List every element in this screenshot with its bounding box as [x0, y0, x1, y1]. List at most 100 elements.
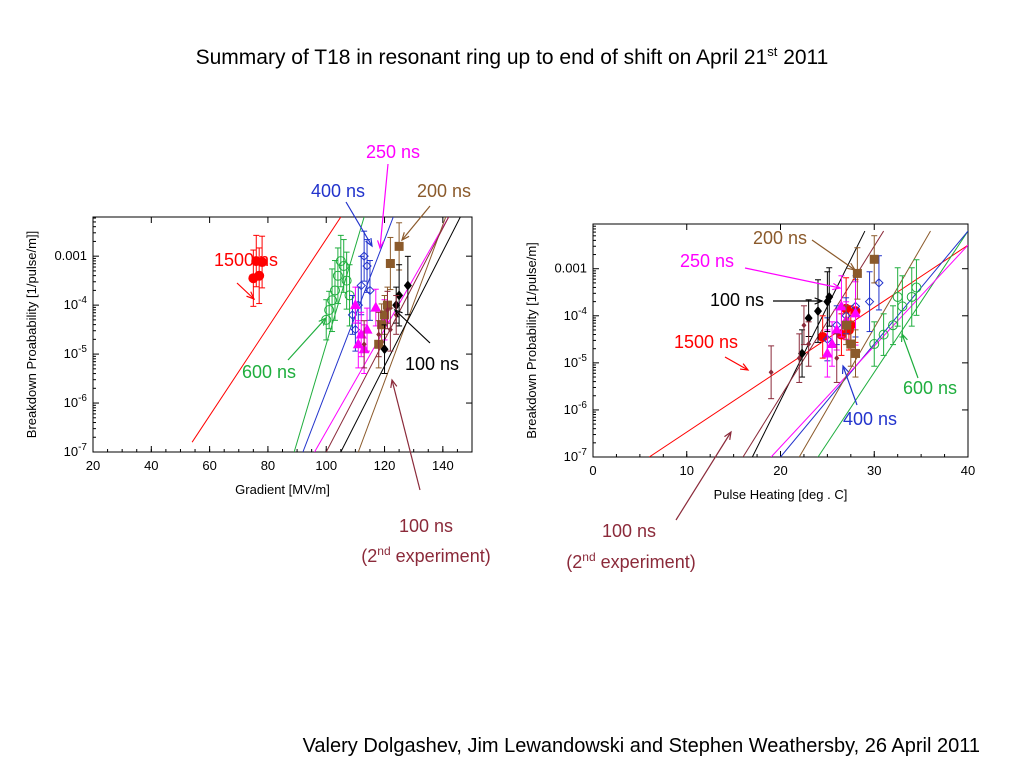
plot-frame: [92, 216, 473, 453]
annotation-arrow: [394, 309, 431, 344]
x-tick-label: 0: [589, 463, 596, 478]
data-point: [324, 305, 335, 316]
data-point: [365, 285, 375, 296]
data-point: [335, 256, 346, 267]
data-point: [801, 322, 807, 329]
fit-line: [742, 230, 885, 457]
y-axis-label: Breakdown Probability [1/pulse/m]: [524, 242, 539, 439]
annotation-arrowhead: [246, 291, 256, 301]
annotation-arrow: [901, 333, 919, 379]
data-point: [385, 259, 395, 269]
data-point: [327, 295, 338, 306]
data-point: [864, 296, 875, 307]
data-point: [851, 348, 860, 358]
plot-area: [191, 217, 461, 452]
data-point: [850, 307, 861, 318]
annotation-label: 250 ns: [680, 251, 734, 271]
annotation-arrowhead: [318, 316, 328, 326]
fit-line: [770, 244, 968, 457]
data-point: [869, 254, 879, 264]
annotation-arrow: [675, 431, 732, 521]
data-point: [257, 257, 268, 268]
fit-line: [293, 217, 365, 452]
x-tick-label: 20: [773, 463, 787, 478]
y-tick-label: 10-5: [64, 344, 88, 361]
annotation-arrow: [401, 205, 431, 241]
data-point: [332, 270, 343, 281]
fit-line: [191, 217, 342, 443]
data-point: [380, 310, 390, 320]
y-tick-label: 10-4: [564, 306, 588, 323]
data-point: [852, 268, 862, 278]
data-point: [821, 347, 833, 358]
fit-line: [798, 230, 931, 457]
data-point: [831, 323, 843, 334]
data-point: [814, 306, 822, 317]
annotation-label: 100 ns: [602, 521, 656, 541]
data-point: [869, 339, 880, 350]
annotation-label: 250 ns: [366, 142, 420, 162]
data-point: [361, 341, 367, 348]
data-point: [825, 291, 834, 302]
annotation-label: 1500 ns: [674, 332, 738, 352]
data-point: [834, 355, 840, 362]
annotation-arrowhead: [900, 332, 908, 343]
annotation-label: 600 ns: [242, 362, 296, 382]
y-tick-label: 10-4: [64, 295, 88, 312]
annotation-arrowhead: [724, 430, 732, 440]
annotation-label: 100 ns: [710, 290, 764, 310]
data-point: [878, 329, 889, 340]
annotation-arrowhead: [841, 364, 849, 375]
data-point: [841, 320, 851, 330]
annotation-arrowhead: [739, 363, 750, 371]
annotation-label: 200 ns: [417, 181, 471, 201]
plot-frame: [592, 223, 969, 458]
data-point: [329, 285, 340, 296]
annotation-arrow: [811, 239, 856, 271]
data-point: [798, 348, 807, 359]
data-point: [394, 241, 404, 251]
data-point: [768, 369, 774, 376]
footer-authors: Valery Dolgashev, Jim Lewandowski and St…: [302, 735, 980, 757]
plot-area: [648, 230, 968, 457]
annotation-arrowhead: [365, 237, 373, 248]
data-point: [349, 299, 361, 310]
x-tick-label: 20: [86, 458, 100, 473]
x-axis-label: Gradient [MV/m]: [235, 482, 330, 497]
annotation-arrow: [744, 267, 841, 289]
x-tick-label: 40: [144, 458, 158, 473]
annotation-label: (2nd experiment): [361, 544, 490, 566]
annotation-arrowhead: [393, 308, 403, 318]
data-point: [796, 355, 802, 362]
x-tick-label: 140: [432, 458, 454, 473]
annotation-arrow: [345, 201, 373, 247]
data-point: [806, 341, 812, 348]
y-tick-label: 10-7: [64, 442, 88, 459]
title-text: Summary of T18 in resonant ring up to en…: [195, 46, 768, 69]
x-tick-label: 100: [315, 458, 337, 473]
data-point: [403, 280, 412, 291]
annotation-arrow: [287, 317, 327, 361]
y-tick-label: 10-6: [564, 400, 588, 417]
y-tick-label: 0.001: [54, 248, 87, 263]
data-point: [835, 300, 847, 311]
y-axis-label: Breakdown Proabability [1/pulse/m]]: [24, 231, 39, 438]
x-tick-label: 60: [202, 458, 216, 473]
annotation-arrow: [842, 365, 858, 406]
y-tick-label: 10-5: [564, 353, 588, 370]
data-point: [846, 339, 856, 349]
data-point: [370, 301, 382, 312]
data-point: [874, 278, 884, 288]
data-point: [356, 280, 366, 291]
annotation-arrowhead: [401, 232, 410, 242]
annotation-arrow: [236, 282, 255, 300]
y-tick-label: 10-6: [64, 393, 88, 410]
x-tick-label: 120: [374, 458, 396, 473]
data-point: [804, 313, 813, 324]
annotation-arrow: [391, 379, 421, 491]
fit-line: [302, 217, 394, 452]
annotation-label: 1500 ns: [214, 250, 278, 270]
annotation-arrow: [724, 356, 749, 371]
data-point: [376, 331, 382, 338]
